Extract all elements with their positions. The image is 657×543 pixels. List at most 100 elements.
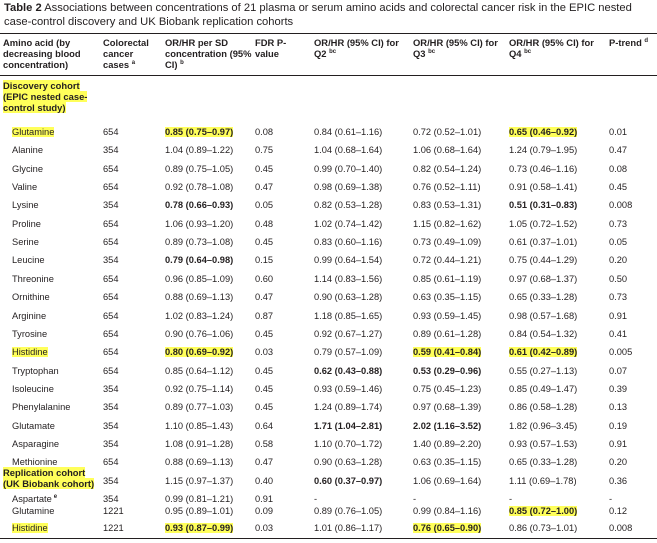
replication-fdr-cell: 0.09 xyxy=(255,506,274,516)
discovery-name-cell: Asparagine xyxy=(12,438,60,449)
discovery-or-sd-cell: 0.92 (0.75–1.14) xyxy=(165,383,234,394)
discovery-q2-cell: 0.62 (0.43–0.88) xyxy=(314,365,383,376)
discovery-cases-cell: 654 xyxy=(103,292,119,303)
discovery-q4-cell: 0.61 (0.37–1.01) xyxy=(509,237,578,248)
discovery-fdr-cell: 0.05 xyxy=(255,200,274,211)
discovery-q4-cell: 1.82 (0.96–3.45) xyxy=(509,420,578,431)
discovery-q4-cell: 0.86 (0.58–1.28) xyxy=(509,402,578,413)
discovery-ptrend-cell: 0.08 xyxy=(609,163,628,174)
discovery-q2-cell: 1.18 (0.85–1.65) xyxy=(314,310,383,321)
replication-q4-cell: 0.85 (0.72–1.00) xyxy=(509,506,578,516)
discovery-q4-cell: 0.65 (0.33–1.28) xyxy=(509,292,578,303)
discovery-or-sd-cell: 1.08 (0.91–1.28) xyxy=(165,438,234,449)
discovery-q3-cell: 0.63 (0.35–1.15) xyxy=(413,457,482,468)
discovery-name-cell: Valine xyxy=(12,182,38,193)
discovery-name-cell: Histidine xyxy=(12,347,48,358)
discovery-ptrend-cell: 0.19 xyxy=(609,420,628,431)
discovery-q3-cell: 0.83 (0.53–1.31) xyxy=(413,200,482,211)
discovery-q4-cell: 1.24 (0.79–1.95) xyxy=(509,145,578,156)
discovery-ptrend-cell: 0.01 xyxy=(609,127,628,137)
discovery-name-cell: Lysine xyxy=(12,200,39,211)
discovery-q4-cell: 0.55 (0.27–1.13) xyxy=(509,365,578,376)
discovery-or-sd-cell: 0.99 (0.81–1.21) xyxy=(165,494,234,504)
discovery-or-sd-cell: 0.79 (0.64–0.98) xyxy=(165,255,234,266)
discovery-fdr-cell: 0.75 xyxy=(255,145,274,156)
discovery-or-sd-cell: 0.92 (0.78–1.08) xyxy=(165,182,234,193)
discovery-name-cell: Leucine xyxy=(12,255,45,266)
discovery-ptrend-cell: 0.73 xyxy=(609,218,628,229)
discovery-q2-cell: 0.92 (0.67–1.27) xyxy=(314,328,383,339)
discovery-ptrend-cell: 0.05 xyxy=(609,237,628,248)
discovery-cases-cell: 654 xyxy=(103,365,119,376)
discovery-cases-cell: 354 xyxy=(103,383,119,394)
discovery-q3-cell: 0.85 (0.61–1.19) xyxy=(413,273,482,284)
discovery-q2-cell: 0.90 (0.63–1.28) xyxy=(314,292,383,303)
discovery-cases-cell: 354 xyxy=(103,200,119,211)
discovery-name-cell: Tryptophan xyxy=(12,365,59,376)
discovery-or-sd-cell: 0.89 (0.73–1.08) xyxy=(165,237,234,248)
discovery-q4-cell: 0.65 (0.46–0.92) xyxy=(509,127,578,137)
discovery-q4-cell: 0.97 (0.68–1.37) xyxy=(509,273,578,284)
discovery-fdr-cell: 0.40 xyxy=(255,475,274,486)
discovery-q3-cell: 0.72 (0.52–1.01) xyxy=(413,127,482,137)
discovery-fdr-cell: 0.47 xyxy=(255,457,274,468)
replication-q3-cell: 0.99 (0.84–1.16) xyxy=(413,506,482,516)
discovery-ptrend-cell: 0.73 xyxy=(609,292,628,303)
table-caption: Table 2 Associations between concentrati… xyxy=(4,2,654,29)
discovery-q2-cell: 1.71 (1.04–2.81) xyxy=(314,420,383,431)
discovery-or-sd-cell: 1.02 (0.83–1.24) xyxy=(165,310,234,321)
discovery-name-cell: Glutamate xyxy=(12,420,55,431)
discovery-fdr-cell: 0.45 xyxy=(255,328,274,339)
discovery-q3-cell: 0.63 (0.35–1.15) xyxy=(413,292,482,303)
discovery-name-cell: Threonine xyxy=(12,273,54,284)
discovery-q4-cell: 1.11 (0.69–1.78) xyxy=(509,475,577,486)
discovery-q3-cell: 0.72 (0.44–1.21) xyxy=(413,255,482,266)
replication-ptrend-cell: 0.12 xyxy=(609,506,628,516)
discovery-ptrend-cell: 0.39 xyxy=(609,383,628,394)
discovery-q2-cell: 0.93 (0.59–1.46) xyxy=(314,383,383,394)
discovery-q4-cell: - xyxy=(509,494,513,504)
discovery-ptrend-cell: 0.91 xyxy=(609,438,628,449)
header-q2: OR/HR (95% CI) for Q2 bc xyxy=(314,37,399,60)
discovery-or-sd-cell: 1.06 (0.93–1.20) xyxy=(165,218,234,229)
discovery-cases-cell: 354 xyxy=(103,475,119,486)
discovery-cases-cell: 654 xyxy=(103,273,119,284)
discovery-or-sd-cell: 0.85 (0.75–0.97) xyxy=(165,127,234,137)
discovery-q4-cell: 0.73 (0.46–1.16) xyxy=(509,163,578,174)
discovery-cases-cell: 354 xyxy=(103,438,119,449)
discovery-name-cell: Ornithine xyxy=(12,292,50,303)
discovery-fdr-cell: 0.47 xyxy=(255,292,274,303)
discovery-q3-cell: 0.73 (0.49–1.09) xyxy=(413,237,482,248)
discovery-or-sd-cell: 0.85 (0.64–1.12) xyxy=(165,365,234,376)
discovery-cases-cell: 654 xyxy=(103,457,119,468)
discovery-q2-cell: 0.90 (0.63–1.28) xyxy=(314,457,383,468)
discovery-name-cell: Proline xyxy=(12,218,41,229)
discovery-or-sd-cell: 0.89 (0.75–1.05) xyxy=(165,163,234,174)
discovery-ptrend-cell: 0.45 xyxy=(609,182,628,193)
discovery-q2-cell: 1.10 (0.70–1.72) xyxy=(314,438,383,449)
discovery-cases-cell: 654 xyxy=(103,127,119,137)
header-q4: OR/HR (95% CI) for Q4 bc xyxy=(509,37,594,60)
discovery-q2-cell: 0.84 (0.61–1.16) xyxy=(314,127,383,137)
discovery-ptrend-cell: 0.47 xyxy=(609,145,628,156)
discovery-or-sd-cell: 0.89 (0.77–1.03) xyxy=(165,402,234,413)
discovery-fdr-cell: 0.91 xyxy=(255,494,274,504)
discovery-or-sd-cell: 0.88 (0.69–1.13) xyxy=(165,457,234,468)
discovery-q4-cell: 0.75 (0.44–1.29) xyxy=(509,255,578,266)
replication-or-sd-cell: 0.93 (0.87–0.99) xyxy=(165,522,234,533)
discovery-ptrend-cell: 0.20 xyxy=(609,457,628,468)
discovery-fdr-cell: 0.45 xyxy=(255,163,274,174)
replication-ptrend-cell: 0.008 xyxy=(609,522,633,533)
discovery-q3-cell: 1.06 (0.68–1.64) xyxy=(413,145,482,156)
discovery-or-sd-cell: 1.04 (0.89–1.22) xyxy=(165,145,234,156)
discovery-ptrend-cell: 0.005 xyxy=(609,347,633,358)
header-cases: Colorectal cancer cases a xyxy=(103,37,149,71)
discovery-q4-cell: 0.61 (0.42–0.89) xyxy=(509,347,578,358)
discovery-fdr-cell: 0.45 xyxy=(255,237,274,248)
replication-q2-cell: 1.01 (0.86–1.17) xyxy=(314,522,383,533)
header-q3: OR/HR (95% CI) for Q3 bc xyxy=(413,37,498,60)
header-rule xyxy=(0,75,657,76)
discovery-name-cell: Glutamine xyxy=(12,127,55,137)
discovery-cases-cell: 654 xyxy=(103,310,119,321)
top-rule xyxy=(0,33,657,34)
